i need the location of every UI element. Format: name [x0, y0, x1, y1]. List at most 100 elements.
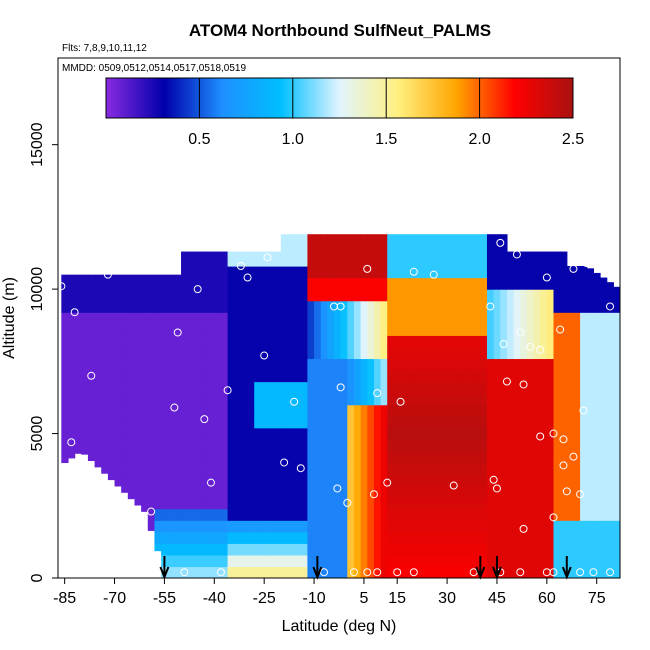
heatmap-cell [486, 358, 495, 371]
heatmap-cell [240, 450, 249, 464]
heatmap-cell [520, 485, 528, 498]
heatmap-cell [307, 381, 315, 394]
heatmap-cell [413, 289, 422, 302]
heatmap-cell [327, 381, 335, 394]
heatmap-cell [486, 234, 495, 244]
heatmap-cell [334, 254, 342, 267]
heatmap-cell [254, 277, 262, 290]
heatmap-cell [413, 358, 422, 371]
heatmap-cell [274, 554, 282, 568]
heatmap-cell [453, 474, 461, 487]
heatmap-cell [280, 335, 289, 348]
heatmap-cell [413, 234, 422, 244]
heatmap-cell [200, 346, 209, 360]
heatmap-cell [393, 300, 402, 313]
heatmap-cell [400, 242, 408, 256]
heatmap-cell [194, 381, 202, 394]
heatmap-cell [254, 462, 262, 475]
heatmap-cell [353, 497, 362, 510]
heatmap-cell [473, 335, 481, 348]
heatmap-cell [127, 323, 136, 336]
heatmap-cell [74, 416, 82, 429]
heatmap-cell [393, 266, 402, 279]
heatmap-cell [580, 300, 588, 313]
heatmap-cell [440, 254, 448, 267]
heatmap-cell [294, 370, 302, 383]
heatmap-cell [280, 404, 289, 417]
heatmap-cell [413, 531, 422, 544]
heatmap-cell [247, 393, 255, 406]
heatmap-cell [393, 358, 402, 371]
heatmap-cell [553, 531, 561, 544]
heatmap-cell [114, 393, 122, 406]
heatmap-cell [467, 520, 475, 533]
heatmap-cell [546, 543, 555, 556]
heatmap-cell [520, 497, 528, 510]
heatmap-cell [407, 234, 415, 244]
heatmap-cell [540, 474, 548, 487]
heatmap-cell [393, 450, 402, 464]
heatmap-cell [287, 234, 295, 244]
heatmap-cell [447, 370, 455, 383]
heatmap-cell [500, 346, 508, 360]
heatmap-cell [274, 531, 282, 544]
heatmap-cell [387, 439, 395, 452]
heatmap-cell [114, 462, 122, 475]
heatmap-cell [606, 462, 614, 475]
heatmap-cell [74, 450, 82, 454]
heatmap-cell [566, 323, 575, 336]
heatmap-cell [267, 531, 275, 544]
heatmap-cell [320, 566, 328, 578]
heatmap-cell [220, 531, 229, 544]
heatmap-cell [420, 497, 428, 510]
heatmap-cell [194, 277, 202, 290]
heatmap-cell [200, 531, 209, 544]
heatmap-cell [187, 277, 195, 290]
heatmap-cell [367, 242, 375, 256]
heatmap-cell [61, 370, 69, 383]
heatmap-cell [380, 312, 388, 325]
heatmap-cell [260, 254, 269, 267]
heatmap-cell [154, 289, 162, 302]
heatmap-cell [320, 300, 328, 313]
heatmap-cell [566, 427, 575, 440]
heatmap-cell [513, 508, 521, 521]
heatmap-cell [493, 234, 501, 244]
heatmap-cell [606, 370, 614, 383]
heatmap-cell [360, 254, 368, 267]
heatmap-cell [533, 300, 541, 313]
heatmap-cell [74, 381, 82, 394]
heatmap-cell [141, 358, 149, 371]
heatmap-cell [307, 485, 315, 498]
heatmap-cell [300, 312, 309, 325]
heatmap-cell [314, 300, 322, 313]
heatmap-cell [154, 335, 162, 348]
heatmap-cell [593, 416, 601, 429]
heatmap-cell [427, 554, 435, 568]
heatmap-cell [586, 335, 594, 348]
heatmap-cell [460, 508, 468, 521]
heatmap-cell [600, 497, 608, 510]
heatmap-cell [560, 254, 568, 267]
sample-point [562, 487, 571, 496]
heatmap-cell [254, 427, 262, 440]
heatmap-cell [353, 300, 362, 313]
heatmap-cell [420, 531, 428, 544]
heatmap-cell [114, 427, 122, 440]
heatmap-cell [573, 335, 581, 348]
heatmap-cell [600, 427, 608, 440]
heatmap-cell [380, 346, 388, 360]
heatmap-cell [413, 462, 422, 475]
heatmap-cell [207, 381, 215, 394]
heatmap-cell [433, 416, 442, 429]
heatmap-cell [167, 381, 175, 394]
heatmap-cell [101, 450, 109, 464]
heatmap-cell [560, 266, 568, 279]
heatmap-cell [287, 289, 295, 302]
heatmap-cell [540, 312, 548, 325]
heatmap-cell [334, 404, 342, 417]
heatmap-cell [360, 404, 368, 417]
heatmap-cell [121, 404, 129, 417]
heatmap-cell [460, 450, 468, 464]
heatmap-cell [267, 439, 275, 452]
